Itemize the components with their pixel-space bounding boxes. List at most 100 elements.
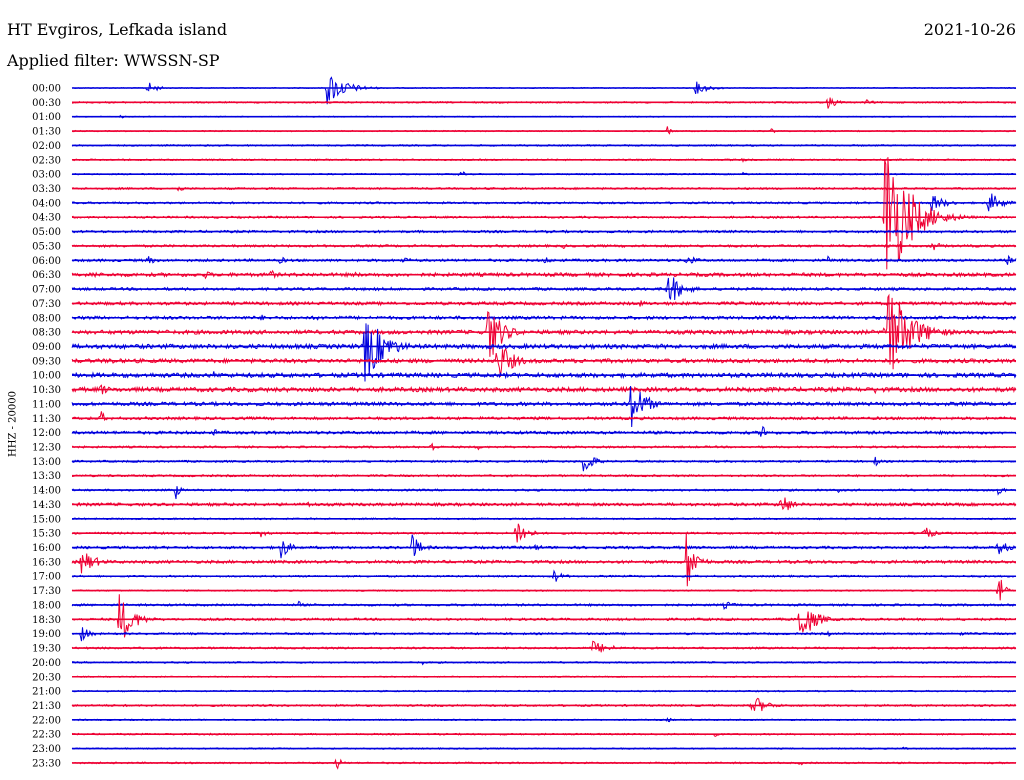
- row-label: 02:30: [32, 155, 61, 166]
- trace-row: [72, 371, 1017, 380]
- row-label: 21:30: [32, 701, 61, 712]
- trace-row: [71, 517, 1017, 521]
- row-label: 04:00: [32, 198, 61, 209]
- row-label: 04:30: [32, 213, 61, 224]
- trace-row: [72, 497, 1017, 511]
- row-label: 12:30: [32, 443, 61, 454]
- row-label: 16:00: [32, 543, 61, 554]
- row-label: 13:00: [32, 457, 61, 468]
- row-label: 06:30: [32, 270, 61, 281]
- row-label: 10:00: [32, 371, 61, 382]
- row-label: 00:00: [32, 84, 61, 95]
- row-label: 12:00: [32, 428, 61, 439]
- record-date: 2021-10-26: [923, 20, 1016, 39]
- row-label: 07:00: [32, 285, 61, 296]
- row-label: 15:00: [32, 514, 61, 525]
- row-label: 08:00: [32, 313, 61, 324]
- row-label: 02:00: [32, 141, 61, 152]
- trace-row: [71, 425, 1017, 437]
- trace-row: [71, 347, 1016, 377]
- trace-row: [71, 569, 1017, 582]
- row-label: 05:30: [32, 241, 61, 252]
- row-label: 19:30: [32, 644, 61, 655]
- trace-row: [71, 456, 1017, 472]
- trace-row: [72, 97, 1017, 109]
- row-label: 23:30: [32, 758, 61, 769]
- row-label: 18:30: [32, 615, 61, 626]
- row-label: 07:30: [32, 299, 61, 310]
- row-label: 10:30: [32, 385, 61, 396]
- row-label: 22:30: [32, 730, 61, 741]
- trace-row: [71, 442, 1017, 452]
- trace-row: [71, 697, 1017, 712]
- trace-row: [71, 533, 1017, 587]
- row-label: 08:30: [32, 328, 61, 339]
- row-label: 06:00: [32, 256, 61, 267]
- trace-row: [71, 523, 1017, 543]
- trace-row: [71, 171, 1017, 177]
- trace-row: [71, 627, 1017, 642]
- row-label: 20:00: [32, 658, 61, 669]
- trace-row: [71, 157, 1017, 163]
- row-label: 22:00: [32, 715, 61, 726]
- row-label: 23:00: [32, 744, 61, 755]
- trace-row: [71, 254, 1017, 265]
- row-label: 00:30: [32, 98, 61, 109]
- row-label: 09:30: [32, 356, 61, 367]
- trace-row: [71, 675, 1017, 679]
- row-label: 20:30: [32, 672, 61, 683]
- trace-row: [71, 293, 1017, 370]
- trace-row: [71, 114, 1017, 119]
- trace-row: [71, 76, 1017, 105]
- row-label: 01:00: [32, 112, 61, 123]
- trace-row: [71, 746, 1017, 750]
- trace-row: [71, 384, 1017, 395]
- row-label: 03:00: [32, 170, 61, 181]
- trace-row: [71, 186, 1017, 192]
- row-label: 15:30: [32, 529, 61, 540]
- trace-row: [71, 229, 1017, 234]
- row-label: 18:00: [32, 600, 61, 611]
- row-label: 05:00: [32, 227, 61, 238]
- trace-row: [71, 323, 1017, 382]
- row-label: 01:30: [32, 127, 61, 138]
- trace-row: [71, 193, 1017, 212]
- row-label: 11:30: [32, 414, 61, 425]
- trace-row: [71, 758, 1017, 770]
- trace-row: [71, 640, 1017, 653]
- filter-label: Applied filter: WWSSN-SP: [7, 51, 220, 70]
- trace-row: [71, 600, 1017, 611]
- trace-row: [71, 594, 1017, 638]
- trace-row: [71, 486, 1017, 500]
- trace-row: [71, 534, 1017, 559]
- row-label: 17:30: [32, 586, 61, 597]
- trace-row: [71, 716, 1017, 723]
- row-label: 17:00: [32, 572, 61, 583]
- trace-row: [71, 242, 1017, 251]
- row-label: 14:30: [32, 500, 61, 511]
- trace-row: [71, 300, 1017, 307]
- row-label: 21:00: [32, 687, 61, 698]
- trace-row: [71, 473, 1017, 478]
- row-label: 19:00: [32, 629, 61, 640]
- row-label: 14:00: [32, 486, 61, 497]
- station-title: HT Evgiros, Lefkada island: [7, 20, 228, 39]
- trace-row: [71, 732, 1017, 737]
- trace-row: [71, 579, 1017, 601]
- trace-row: [71, 689, 1017, 693]
- row-label: 03:30: [32, 184, 61, 195]
- row-label: 09:00: [32, 342, 61, 353]
- trace-row: [71, 277, 1017, 301]
- trace-row: [71, 660, 1017, 666]
- row-label: 13:30: [32, 471, 61, 482]
- row-label: 16:30: [32, 557, 61, 568]
- trace-row: [71, 269, 1017, 280]
- trace-row: [71, 411, 1017, 422]
- trace-row: [71, 143, 1017, 148]
- trace-row: [71, 314, 1017, 321]
- trace-row: [71, 126, 1017, 135]
- row-label: 11:00: [32, 399, 61, 410]
- trace-row: [71, 385, 1017, 428]
- trace-row: [71, 157, 1017, 270]
